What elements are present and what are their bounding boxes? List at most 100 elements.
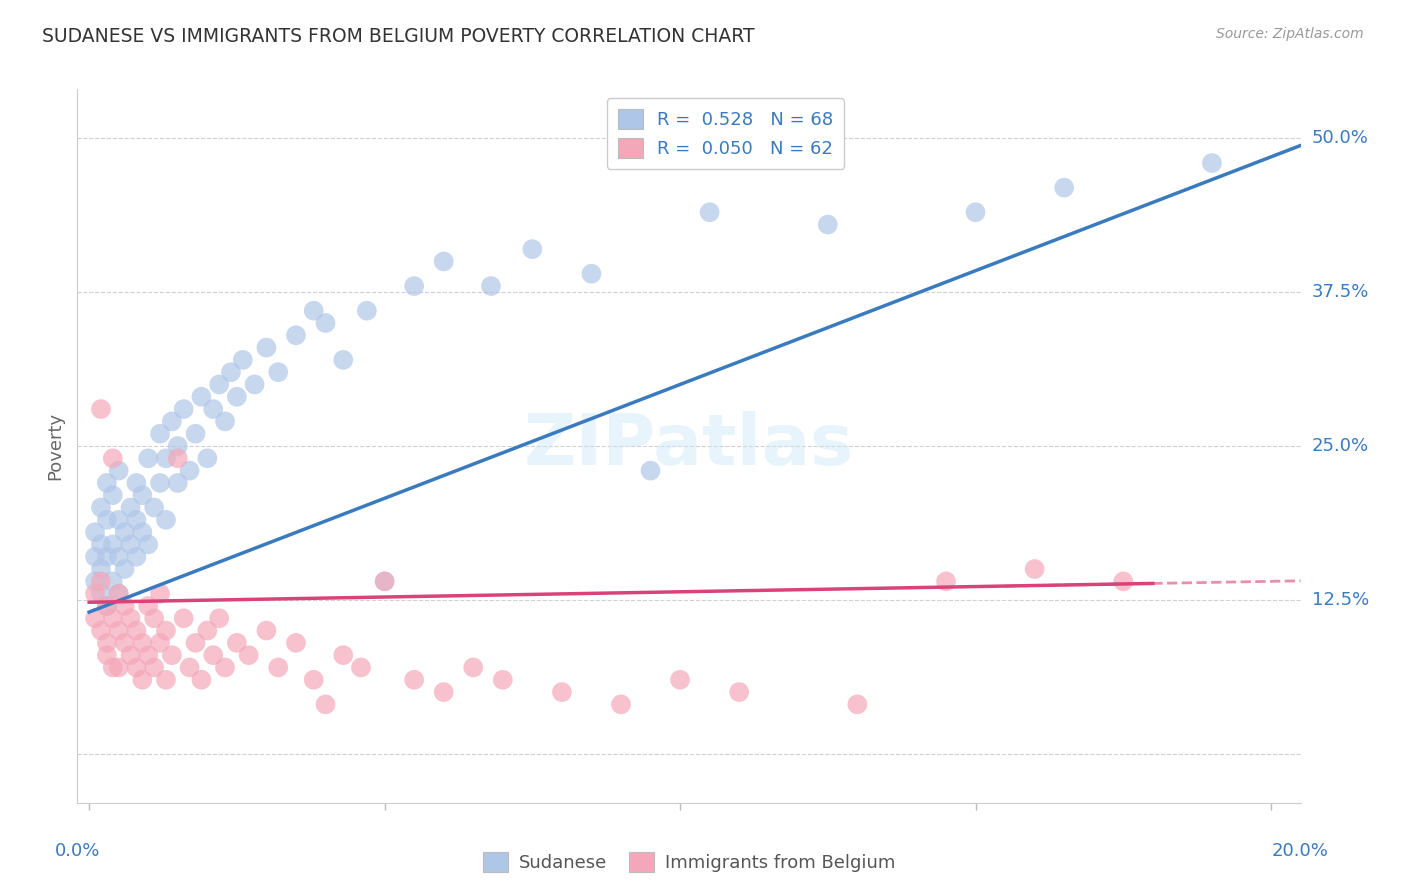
Point (84, 574, 107, 589)
Point (433, 685, 456, 699)
Point (1053, 180, 1076, 194)
Point (96, 599, 118, 613)
Point (120, 611, 142, 625)
Point (90, 587, 112, 601)
Point (96, 475, 118, 490)
Text: 0.0%: 0.0% (55, 842, 100, 860)
Point (107, 513, 129, 527)
Point (136, 537, 159, 551)
Point (125, 660, 148, 674)
Point (120, 500, 142, 515)
Point (114, 599, 136, 613)
Point (136, 451, 159, 466)
Point (208, 377, 231, 392)
Point (285, 636, 308, 650)
Point (202, 648, 225, 662)
Point (232, 352, 254, 367)
Point (350, 660, 373, 674)
Point (817, 218, 839, 232)
Text: 12.5%: 12.5% (1312, 591, 1369, 609)
Text: ZIPatlas: ZIPatlas (524, 411, 853, 481)
Point (243, 377, 266, 392)
Point (190, 390, 212, 404)
Point (131, 673, 153, 687)
Point (332, 648, 354, 662)
Text: SUDANESE VS IMMIGRANTS FROM BELGIUM POVERTY CORRELATION CHART: SUDANESE VS IMMIGRANTS FROM BELGIUM POVE… (42, 27, 755, 45)
Point (155, 451, 177, 466)
Point (120, 648, 142, 662)
Point (101, 611, 124, 625)
Point (1112, 574, 1135, 589)
Point (84, 611, 107, 625)
Point (114, 525, 136, 540)
Point (107, 660, 129, 674)
Point (935, 574, 957, 589)
Point (84, 525, 107, 540)
Legend: Sudanese, Immigrants from Belgium: Sudanese, Immigrants from Belgium (475, 845, 903, 880)
Point (84, 587, 107, 601)
Point (120, 537, 142, 551)
Point (131, 488, 153, 502)
Y-axis label: Poverty: Poverty (46, 412, 65, 480)
Point (332, 352, 354, 367)
Point (965, 205, 987, 219)
Point (302, 303, 325, 318)
Point (184, 636, 207, 650)
Point (315, 698, 337, 712)
Point (728, 685, 751, 699)
Point (101, 537, 124, 551)
Text: 25.0%: 25.0% (1312, 437, 1369, 455)
Point (96, 513, 118, 527)
Point (1201, 156, 1223, 170)
Point (107, 587, 129, 601)
Point (160, 414, 183, 428)
Point (551, 685, 574, 699)
Point (669, 673, 692, 687)
Point (238, 648, 260, 662)
Point (96, 599, 118, 613)
Point (173, 611, 195, 625)
Point (90, 624, 112, 638)
Point (166, 475, 188, 490)
Point (374, 574, 396, 589)
Point (479, 279, 502, 293)
Point (267, 365, 290, 379)
Point (846, 698, 869, 712)
Point (315, 316, 337, 330)
Point (90, 574, 112, 589)
Point (173, 402, 195, 417)
Point (84, 549, 107, 564)
Point (125, 624, 148, 638)
Point (285, 328, 308, 343)
Point (202, 402, 225, 417)
Text: 50.0%: 50.0% (1312, 129, 1368, 147)
Point (166, 439, 188, 453)
Point (149, 587, 172, 601)
Point (179, 464, 201, 478)
Point (190, 673, 212, 687)
Point (114, 562, 136, 576)
Point (101, 451, 124, 466)
Point (101, 660, 124, 674)
Point (214, 414, 236, 428)
Point (96, 549, 118, 564)
Point (136, 599, 159, 613)
Point (96, 636, 118, 650)
Point (136, 648, 159, 662)
Point (125, 549, 148, 564)
Point (166, 451, 188, 466)
Point (302, 673, 325, 687)
Point (208, 611, 231, 625)
Point (219, 365, 242, 379)
Point (143, 611, 166, 625)
Point (114, 636, 136, 650)
Point (374, 574, 396, 589)
Point (101, 488, 124, 502)
Point (184, 426, 207, 441)
Point (143, 500, 166, 515)
Point (143, 660, 166, 674)
Point (107, 549, 129, 564)
Point (131, 525, 153, 540)
Point (96, 648, 118, 662)
Point (581, 267, 603, 281)
